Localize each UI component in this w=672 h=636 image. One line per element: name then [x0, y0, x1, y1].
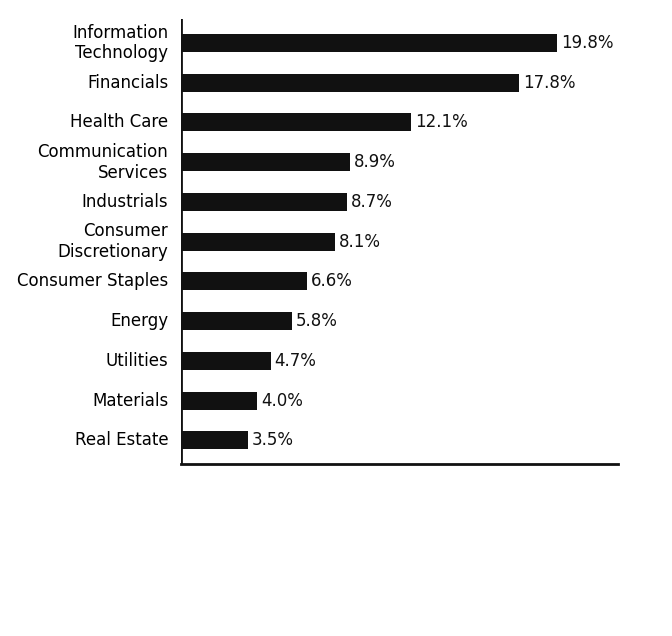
Bar	[181, 352, 271, 370]
Text: 8.1%: 8.1%	[339, 233, 381, 251]
Text: 4.7%: 4.7%	[274, 352, 317, 370]
Bar	[181, 193, 347, 211]
Bar	[181, 153, 351, 171]
Text: 3.5%: 3.5%	[252, 431, 294, 450]
Text: 8.9%: 8.9%	[354, 153, 396, 171]
Text: 12.1%: 12.1%	[415, 113, 468, 132]
Bar	[181, 272, 307, 291]
Bar	[181, 113, 411, 132]
Bar	[181, 74, 519, 92]
Text: 4.0%: 4.0%	[261, 392, 303, 410]
Text: 6.6%: 6.6%	[310, 272, 352, 291]
Text: 17.8%: 17.8%	[523, 74, 576, 92]
Bar	[181, 431, 248, 450]
Bar	[181, 312, 292, 330]
Bar	[181, 392, 257, 410]
Text: 8.7%: 8.7%	[351, 193, 392, 211]
Bar	[181, 34, 558, 52]
Bar	[181, 233, 335, 251]
Text: 5.8%: 5.8%	[296, 312, 337, 330]
Text: 19.8%: 19.8%	[561, 34, 614, 52]
